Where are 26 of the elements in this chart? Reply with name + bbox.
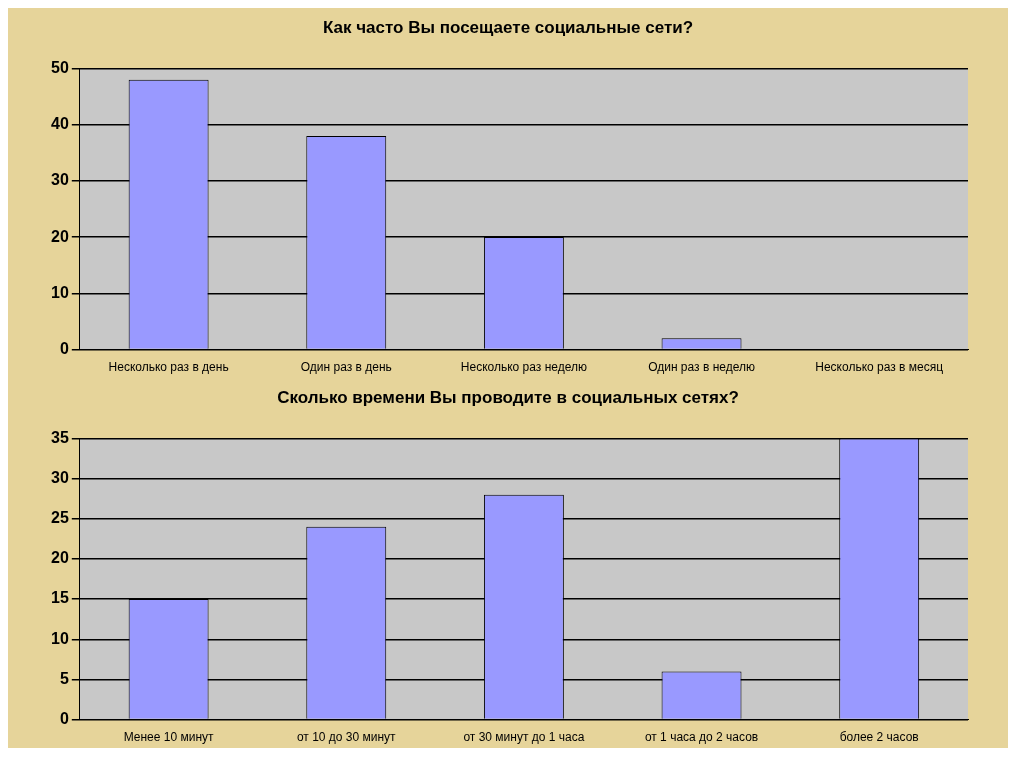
- y-tick-label: 5: [59, 669, 69, 687]
- x-tick-label: Один раз в день: [300, 360, 392, 375]
- y-tick-label: 30: [51, 468, 69, 486]
- y-tick-label: 25: [51, 509, 69, 527]
- y-tick-label: 35: [51, 428, 69, 446]
- chart-title: Сколько времени Вы проводите в социальных сетях?: [277, 387, 739, 407]
- x-tick-label: Несколько раз в месяц: [815, 360, 944, 375]
- y-tick-label: 20: [51, 227, 69, 245]
- y-tick-label: 20: [51, 549, 69, 567]
- x-tick-label: Несколько раз в день: [108, 360, 229, 375]
- chart-title: Как часто Вы посещаете социальные сети?: [322, 17, 694, 37]
- x-tick-label: от 30 минут до 1 часа: [463, 730, 585, 745]
- y-tick-label: 40: [51, 115, 69, 133]
- x-tick-label: от 1 часа до 2 часов: [644, 730, 759, 745]
- x-tick-label: более 2 часов: [839, 730, 919, 745]
- y-tick-label: 0: [59, 340, 69, 358]
- y-tick-label: 30: [51, 171, 69, 189]
- y-tick-label: 15: [51, 589, 69, 607]
- x-tick-label: Один раз в неделю: [648, 360, 755, 375]
- x-tick-label: Несколько раз неделю: [460, 360, 587, 375]
- y-tick-label: 0: [59, 710, 69, 728]
- y-tick-label: 50: [51, 58, 69, 76]
- x-tick-label: Менее 10 минут: [123, 730, 215, 745]
- y-tick-label: 10: [51, 283, 69, 301]
- x-tick-label: от 10 до 30 минут: [296, 730, 397, 745]
- y-tick-label: 10: [51, 629, 69, 647]
